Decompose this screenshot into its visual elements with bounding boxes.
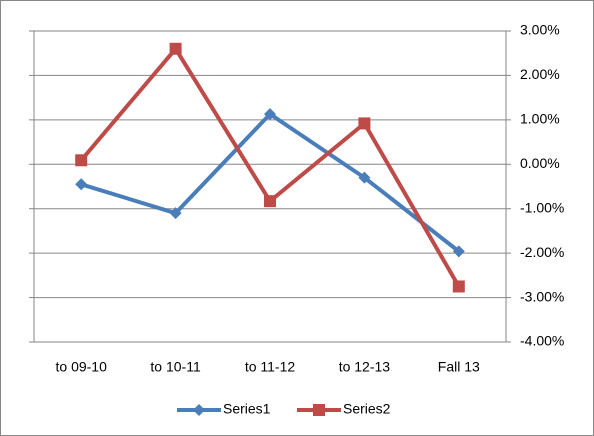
x-tick-label: to 12-13	[339, 359, 391, 375]
legend-marker	[313, 404, 325, 416]
data-point	[75, 178, 88, 191]
y-tick-label: -3.00%	[520, 288, 564, 304]
x-tick-label: to 10-11	[150, 359, 201, 375]
y-tick-label: 0.00%	[520, 155, 560, 171]
data-point	[452, 280, 465, 293]
data-point	[358, 117, 371, 130]
data-point	[169, 207, 182, 220]
legend-label: Series2	[343, 401, 391, 417]
legend-label: Series1	[223, 401, 271, 417]
data-point	[264, 108, 276, 121]
y-tick-label: -4.00%	[520, 333, 564, 349]
data-point	[264, 195, 276, 208]
x-tick-label: to 11-12	[245, 359, 296, 375]
x-tick-label: Fall 13	[438, 359, 480, 375]
y-tick-label: -1.00%	[520, 199, 564, 215]
data-point	[358, 171, 371, 184]
y-tick-label: 1.00%	[520, 111, 560, 127]
data-point	[75, 154, 88, 167]
data-point	[169, 42, 182, 55]
data-point	[452, 245, 465, 258]
y-tick-label: 3.00%	[520, 22, 560, 38]
y-tick-label: 2.00%	[520, 66, 560, 82]
x-tick-label: to 09-10	[56, 359, 108, 375]
legend-marker	[193, 404, 205, 416]
y-tick-label: -2.00%	[520, 244, 564, 260]
